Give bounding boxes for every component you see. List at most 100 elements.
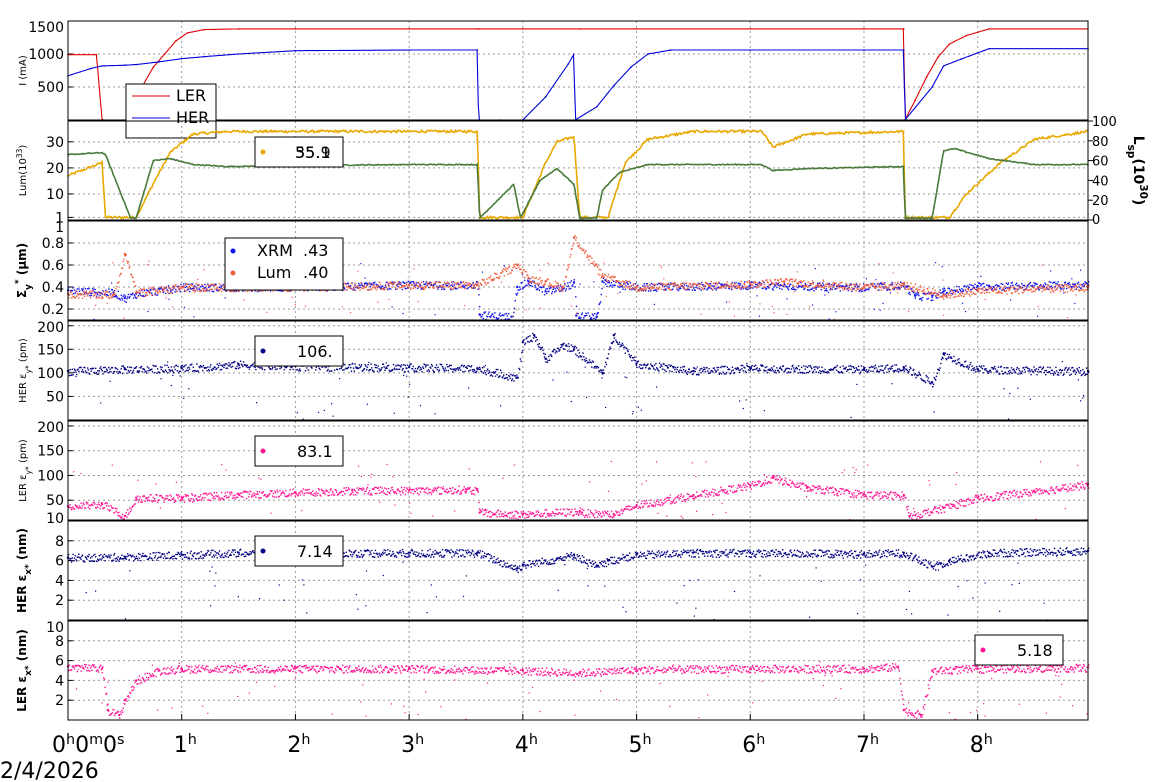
scatter-point [814,286,816,289]
scatter-point [156,289,158,292]
scatter-point [872,285,874,287]
scatter-point [948,294,950,297]
scatter-point [961,364,963,366]
scatter-point [581,312,583,314]
scatter-point [758,315,760,317]
scatter-point [728,285,731,287]
scatter-point [645,288,648,290]
scatter-point [93,371,95,374]
scatter-point [82,502,84,504]
scatter-point [516,309,518,311]
scatter-point [154,293,156,296]
scatter-point [491,371,493,374]
scatter-point [1045,369,1048,372]
scatter-point [74,369,76,371]
scatter-point [600,277,602,279]
scatter-point [452,288,455,290]
scatter-point [896,287,898,289]
scatter-point [175,493,178,496]
scatter-point [1026,286,1028,288]
scatter-point [647,290,650,292]
scatter-point [883,283,885,285]
scatter-point [199,496,201,498]
scatter-point [425,287,427,289]
scatter-point [937,294,940,297]
scatter-point [360,281,362,284]
data-point [931,217,934,219]
scatter-point [377,285,379,287]
scatter-point [155,294,157,296]
scatter-point [935,379,937,381]
scatter-point [570,305,572,307]
scatter-point [343,287,345,289]
scatter-point [415,370,417,372]
scatter-point [908,310,910,313]
scatter-point [117,282,119,284]
scatter-point [518,289,520,291]
scatter-point [95,367,97,369]
scatter-point [681,285,683,287]
scatter-point [486,282,489,284]
scatter-point [531,277,533,279]
scatter-point [129,507,131,509]
scatter-point [914,283,916,285]
scatter-point [207,369,210,371]
scatter-point [1068,367,1070,369]
scatter-point [1075,285,1077,288]
scatter-point [679,285,681,288]
scatter-point [591,360,594,362]
scatter-point [93,501,95,504]
scatter-point [1037,371,1039,373]
scatter-point [678,288,680,290]
scatter-point [70,289,72,292]
scatter-point [845,282,847,285]
scatter-point [239,360,242,362]
scatter-point [433,284,435,286]
legend-label: HER [176,108,209,127]
scatter-point [1082,283,1085,285]
scatter-point [712,371,714,373]
scatter-point [256,402,258,404]
scatter-point [416,285,418,287]
data-point [294,130,297,133]
scatter-point [881,285,883,288]
scatter-point [251,290,253,292]
scatter-point [448,283,450,285]
scatter-point [700,313,702,315]
scatter-point [111,464,113,466]
scatter-point [877,371,879,373]
scatter-point [857,288,860,290]
data-point [760,130,763,133]
scatter-point [732,369,734,371]
scatter-point [746,281,748,283]
scatter-point [464,287,466,290]
scatter-point [527,282,530,285]
data-point [647,163,649,166]
scatter-point [164,287,166,290]
scatter-point [1046,288,1048,290]
y-tick-label: 0.8 [42,236,64,252]
scatter-point [682,366,684,368]
scatter-point [870,282,872,285]
scatter-point [213,290,215,293]
scatter-point [645,287,647,289]
scatter-point [717,369,719,371]
scatter-point [499,312,501,314]
scatter-point [199,289,201,291]
scatter-point [1006,293,1008,295]
scatter-point [696,284,698,287]
scatter-point [430,367,432,369]
data-point [158,61,160,63]
scatter-point [854,284,856,286]
scatter-point [159,288,161,290]
scatter-point [1020,286,1022,289]
scatter-point [528,341,530,343]
scatter-point [567,264,569,266]
scatter-point [139,496,141,498]
scatter-point [165,286,167,288]
scatter-point [941,291,943,294]
scatter-point [126,372,128,374]
scatter-point [559,290,561,292]
scatter-point [630,354,632,357]
scatter-point [820,284,822,286]
